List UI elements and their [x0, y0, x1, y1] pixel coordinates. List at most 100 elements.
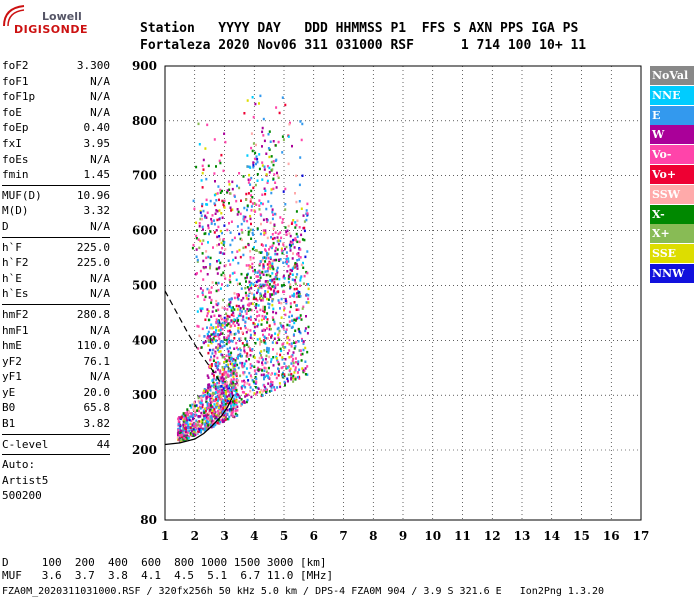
- echo-pixel: [200, 309, 203, 312]
- y-tick-label: 800: [132, 114, 157, 128]
- echo-pixel: [232, 407, 234, 411]
- echo-pixel: [214, 361, 217, 365]
- echo-pixel: [254, 102, 257, 106]
- echo-pixel: [180, 433, 183, 437]
- echo-pixel: [295, 210, 298, 213]
- echo-pixel: [232, 381, 234, 385]
- echo-pixel: [226, 308, 229, 311]
- echo-pixel: [212, 380, 215, 384]
- echo-pixel: [218, 350, 221, 353]
- echo-pixel: [306, 350, 309, 354]
- echo-pixel: [277, 367, 279, 370]
- echo-pixel: [286, 229, 289, 232]
- echo-pixel: [225, 342, 228, 346]
- echo-pixel: [251, 196, 254, 199]
- echo-pixel: [286, 380, 289, 383]
- echo-pixel: [236, 319, 239, 322]
- echo-pixel: [229, 192, 232, 195]
- echo-pixel: [267, 376, 270, 379]
- echo-pixel: [246, 99, 249, 102]
- echo-pixel: [249, 217, 252, 221]
- echo-pixel: [229, 231, 232, 234]
- echo-pixel: [248, 280, 251, 284]
- param-value: N/A: [90, 152, 110, 166]
- echo-pixel: [212, 419, 215, 423]
- echo-pixel: [221, 418, 224, 421]
- echo-pixel: [258, 153, 261, 156]
- legend-item-sse: SSE: [650, 244, 694, 264]
- echo-pixel: [250, 364, 253, 368]
- echo-pixel: [222, 373, 225, 376]
- echo-pixel: [262, 307, 265, 311]
- echo-pixel: [217, 267, 220, 270]
- echo-pixel: [264, 248, 266, 251]
- echo-pixel: [217, 361, 220, 364]
- echo-pixel: [277, 242, 280, 246]
- echo-pixel: [207, 395, 210, 398]
- echo-pixel: [263, 376, 266, 379]
- echo-pixel: [273, 223, 276, 226]
- echo-pixel: [213, 377, 216, 380]
- echo-pixel: [291, 241, 294, 244]
- echo-pixel: [228, 183, 231, 186]
- echo-pixel: [226, 404, 228, 407]
- echo-pixel: [236, 250, 239, 253]
- echo-pixel: [271, 303, 274, 307]
- echo-pixel: [277, 290, 280, 293]
- echo-pixel: [199, 407, 202, 410]
- param-label: h`Es: [2, 287, 29, 301]
- echo-pixel: [249, 183, 252, 186]
- echo-pixel: [217, 394, 220, 397]
- echo-pixel: [242, 175, 245, 178]
- echo-pixel: [251, 149, 254, 153]
- echo-pixel: [269, 279, 272, 282]
- echo-pixel: [292, 364, 295, 368]
- echo-pixel: [222, 271, 225, 274]
- echo-pixel: [233, 364, 236, 367]
- x-tick-label: 11: [454, 529, 471, 543]
- x-tick-label: 8: [369, 529, 377, 543]
- echo-pixel: [254, 157, 257, 161]
- echo-pixel: [270, 191, 273, 195]
- echo-pixel: [210, 315, 213, 318]
- echo-pixel: [273, 288, 276, 292]
- echo-pixel: [199, 395, 202, 398]
- echo-pixel: [233, 400, 236, 403]
- param-row: D N/A: [2, 219, 110, 235]
- echo-pixel: [211, 421, 214, 425]
- echo-pixel: [195, 248, 198, 251]
- echo-pixel: [224, 277, 227, 280]
- echo-pixel: [207, 334, 209, 337]
- echo-pixel: [274, 284, 277, 287]
- param-value: N/A: [90, 90, 110, 104]
- echo-pixel: [227, 358, 230, 362]
- echo-pixel: [279, 353, 282, 357]
- echo-pixel: [203, 415, 205, 418]
- echo-pixel: [223, 413, 225, 417]
- echo-pixel: [213, 138, 216, 141]
- echo-pixel: [196, 324, 199, 328]
- echo-pixel: [259, 213, 262, 216]
- o-trace-curve: [164, 394, 234, 446]
- y-tick-label: 500: [132, 278, 157, 292]
- echo-pixel: [236, 383, 239, 387]
- echo-pixel: [273, 337, 276, 340]
- echo-pixel: [178, 428, 181, 432]
- echo-pixel: [199, 269, 202, 273]
- echo-pixel: [228, 391, 231, 394]
- echo-pixel: [210, 363, 213, 366]
- echo-pixel: [277, 374, 280, 377]
- echo-pixel: [249, 329, 252, 332]
- echo-pixel: [218, 337, 221, 341]
- echo-pixel: [231, 369, 234, 373]
- echo-pixel: [226, 347, 229, 351]
- echo-pixel: [231, 410, 234, 413]
- echo-pixel: [295, 265, 298, 269]
- echo-pixel: [286, 323, 289, 327]
- echo-pixel: [301, 307, 304, 310]
- echo-pixel: [247, 294, 250, 297]
- echo-pixel: [278, 338, 281, 341]
- echo-pixel: [265, 370, 268, 373]
- echo-pixel: [265, 218, 268, 221]
- echo-pixel: [302, 214, 305, 217]
